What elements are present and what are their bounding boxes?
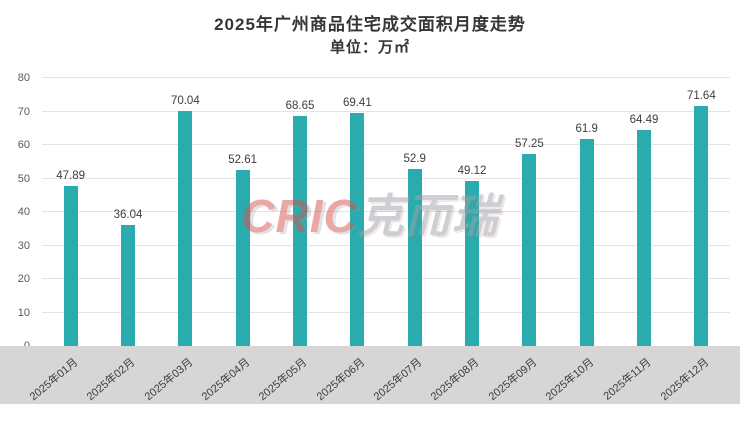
- bar-2025年11月: [637, 129, 651, 346]
- bar-value-label: 47.89: [56, 169, 86, 182]
- bar-value-label: 52.61: [228, 153, 258, 166]
- x-axis-tick-label: 2025年06月: [314, 356, 367, 404]
- bar-2025年02月: [121, 225, 135, 346]
- bar-2025年10月: [579, 138, 594, 346]
- bar-value-label: 64.49: [629, 113, 659, 126]
- bar-value-label: 69.41: [342, 97, 372, 110]
- bar-2025年01月: [63, 185, 78, 346]
- x-axis-band: 2025年01月 2025年02月 2025年03月 2025年04月 2025年05月…: [0, 346, 740, 404]
- y-axis-tick-label: 40: [17, 206, 30, 218]
- gridline: [42, 278, 730, 279]
- bar-value-label: 71.64: [686, 90, 716, 103]
- x-axis-tick-label: 2025年02月: [84, 356, 138, 404]
- bar-2025年12月: [694, 106, 709, 346]
- gridline: [42, 244, 730, 246]
- x-axis-tick-label: 2025年04月: [199, 356, 253, 404]
- gridline: [42, 311, 730, 313]
- gridline: [42, 144, 730, 145]
- x-axis-tick-label: 2025年08月: [428, 356, 482, 404]
- chart-subtitle: 单位：万㎡: [329, 39, 410, 56]
- y-axis-tick-label: 30: [17, 239, 30, 252]
- bar-2025年03月: [178, 111, 193, 346]
- bar-2025年04月: [235, 169, 250, 346]
- bar-value-label: 57.25: [514, 138, 544, 151]
- y-axis-tick-label: 70: [17, 105, 30, 118]
- x-axis-tick-label: 2025年05月: [256, 356, 310, 404]
- bar-2025年09月: [522, 154, 537, 346]
- y-axis-tick-label: 20: [17, 273, 30, 285]
- bar-value-label: 52.9: [403, 152, 426, 165]
- bar-2025年08月: [465, 181, 479, 346]
- bar-value-label: 70.04: [170, 95, 200, 108]
- x-axis-tick-label: 2025年10月: [543, 356, 597, 404]
- x-axis-tick-label: 2025年07月: [371, 356, 425, 404]
- bar-value-label: 68.65: [285, 100, 315, 113]
- gridline: [42, 110, 730, 112]
- x-axis-tick-label: 2025年03月: [142, 356, 195, 404]
- y-axis-tick-label: 50: [17, 172, 30, 185]
- gridline: [42, 77, 730, 78]
- x-axis-labels: 2025年01月 2025年02月 2025年03月 2025年04月 2025年05月…: [28, 346, 730, 404]
- y-axis-tick-label: 60: [17, 139, 30, 151]
- plot-area: 47.89 36.04 70.04 52.61 68.65 69.41 52.9 49.12 5…: [42, 77, 730, 347]
- y-axis: 01020304050607080: [0, 72, 36, 352]
- chart-title: 2025年广州商品住宅成交面积月度走势: [214, 15, 526, 34]
- bar-2025年06月: [350, 113, 365, 346]
- bar-value-label: 36.04: [113, 209, 143, 222]
- bar-2025年05月: [293, 116, 307, 346]
- gridline: [42, 177, 730, 179]
- x-axis-tick-label: 2025年12月: [658, 356, 711, 404]
- x-axis-tick-label: 2025年09月: [486, 356, 539, 404]
- y-axis-tick-label: 10: [17, 306, 30, 319]
- y-axis-tick-label: 80: [17, 72, 30, 84]
- x-axis-tick-label: 2025年11月: [601, 356, 654, 403]
- gridline: [42, 211, 730, 212]
- bar-value-label: 49.12: [457, 165, 487, 178]
- bar-2025年07月: [407, 168, 422, 346]
- x-axis-tick-label: 2025年01月: [27, 356, 81, 404]
- bar-value-label: 61.9: [575, 122, 598, 135]
